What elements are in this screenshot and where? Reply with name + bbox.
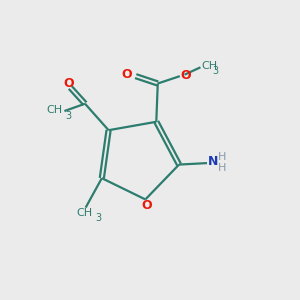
Text: CH: CH [46, 105, 62, 115]
Text: O: O [122, 68, 132, 81]
Text: CH: CH [201, 61, 217, 71]
Text: N: N [208, 155, 218, 168]
Text: O: O [180, 69, 191, 82]
Text: 3: 3 [66, 111, 72, 122]
Text: O: O [64, 77, 74, 91]
Text: O: O [142, 200, 152, 212]
Text: 3: 3 [95, 213, 101, 223]
Text: CH: CH [77, 208, 93, 218]
Text: 3: 3 [212, 66, 218, 76]
Text: H: H [218, 163, 226, 172]
Text: H: H [218, 152, 226, 162]
